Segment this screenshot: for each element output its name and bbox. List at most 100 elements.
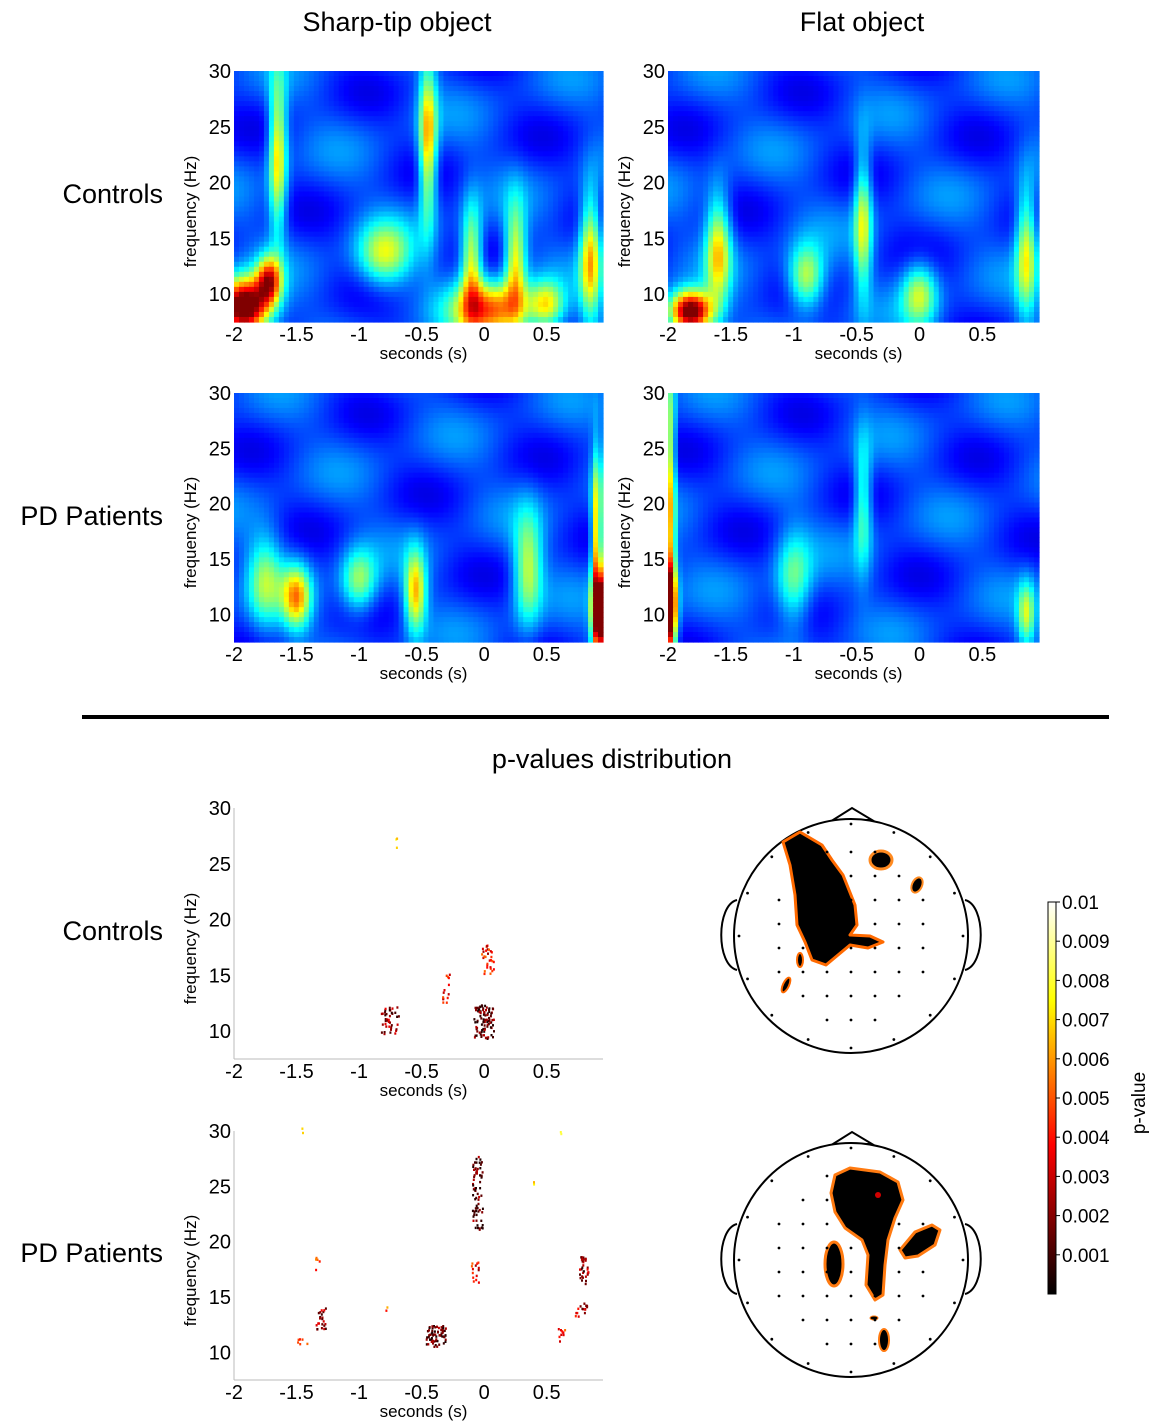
heatmap-cell [598, 311, 604, 318]
heatmap-cell [568, 86, 574, 92]
heatmap-cell [243, 206, 250, 213]
heatmap-cell [368, 311, 375, 318]
heatmap-cell [923, 121, 930, 127]
heatmap-cell [943, 151, 950, 157]
heatmap-cell [438, 201, 445, 208]
heatmap-cell [283, 86, 290, 92]
heatmap-cell [443, 246, 450, 253]
heatmap-cell [348, 301, 355, 308]
heatmap-cell [243, 71, 250, 77]
heatmap-cell [548, 296, 554, 303]
heatmap-cell [593, 291, 599, 298]
heatmap-cell [388, 301, 395, 308]
heatmap-cell [278, 211, 285, 218]
heatmap-cell [513, 301, 519, 308]
heatmap-cell [763, 101, 769, 107]
heatmap-cell [433, 291, 440, 298]
heatmap-cell [1003, 76, 1010, 82]
heatmap-cell [978, 131, 985, 137]
heatmap-cell [708, 101, 714, 107]
heatmap-cell [328, 186, 335, 193]
heatmap-cell [438, 71, 445, 77]
heatmap-cell [378, 116, 385, 122]
heatmap-cell [463, 146, 469, 152]
heatmap-cell [338, 311, 345, 318]
heatmap-cell [388, 111, 395, 117]
heatmap-cell [468, 161, 474, 167]
heatmap-cell [333, 126, 340, 132]
heatmap-cell [743, 111, 749, 117]
heatmap-cell [303, 236, 310, 243]
heatmap-cell [573, 276, 579, 283]
heatmap-cell [693, 111, 699, 117]
heatmap-cell [438, 161, 445, 167]
heatmap-cell [378, 96, 385, 102]
heatmap-cell [463, 281, 469, 288]
heatmap-cell [598, 176, 604, 183]
heatmap-cell [353, 291, 360, 298]
heatmap-cell [938, 91, 945, 97]
heatmap-cell [258, 86, 265, 92]
heatmap-cell [383, 281, 390, 288]
heatmap-cell [243, 286, 250, 293]
heatmap-cell [543, 266, 549, 273]
heatmap-cell [438, 166, 445, 172]
heatmap-cell [878, 116, 885, 122]
heatmap-cell [538, 241, 544, 248]
heatmap-cell [523, 181, 529, 188]
heatmap-cell [508, 211, 514, 218]
heatmap-cell [918, 96, 925, 102]
heatmap-cell [393, 126, 400, 132]
heatmap-cell [963, 126, 970, 132]
heatmap-cell [473, 266, 479, 273]
heatmap-cell [268, 246, 275, 253]
heatmap-cell [943, 121, 950, 127]
heatmap-cell [498, 86, 504, 92]
heatmap-cell [558, 311, 564, 318]
heatmap-cell [828, 121, 835, 127]
heatmap-cell [403, 146, 410, 152]
heatmap-cell [483, 156, 489, 162]
heatmap-cell [513, 251, 519, 258]
heatmap-cell [898, 91, 905, 97]
heatmap-cell [243, 196, 250, 203]
heatmap-cell [303, 271, 310, 278]
heatmap-cell [318, 136, 325, 142]
heatmap-cell [248, 186, 255, 193]
heatmap-cell [238, 136, 245, 142]
heatmap-cell [888, 146, 895, 152]
heatmap-cell [798, 141, 804, 147]
heatmap-cell [483, 151, 489, 157]
heatmap-cell [548, 266, 554, 273]
heatmap-cell [1003, 151, 1010, 157]
heatmap-cell [538, 146, 544, 152]
heatmap-cell [498, 171, 504, 178]
heatmap-cell [253, 231, 260, 238]
heatmap-cell [758, 96, 764, 102]
heatmap-cell [733, 146, 739, 152]
heatmap-cell [818, 96, 825, 102]
heatmap-cell [248, 126, 255, 132]
heatmap-cell [383, 251, 390, 258]
heatmap-cell [283, 191, 290, 198]
heatmap-cell [488, 166, 494, 172]
heatmap-cell [518, 76, 524, 82]
heatmap-cell [328, 91, 335, 97]
heatmap-cell [858, 141, 865, 147]
heatmap-cell [353, 206, 360, 213]
heatmap-cell [498, 161, 504, 167]
heatmap-cell [353, 126, 360, 132]
heatmap-cell [738, 136, 744, 142]
heatmap-cell [418, 221, 425, 228]
heatmap-cell [458, 201, 464, 208]
heatmap-cell [573, 106, 579, 112]
heatmap-cell [408, 296, 415, 303]
heatmap-cell [983, 96, 990, 102]
heatmap-cell [728, 101, 734, 107]
heatmap-cell [938, 76, 945, 82]
heatmap-cell [473, 91, 479, 97]
heatmap-cell [463, 136, 469, 142]
heatmap-cell [493, 261, 499, 268]
heatmap-cell [1008, 136, 1015, 142]
heatmap-cell [263, 216, 270, 223]
